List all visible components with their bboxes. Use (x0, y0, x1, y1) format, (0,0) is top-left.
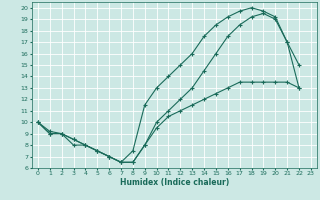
X-axis label: Humidex (Indice chaleur): Humidex (Indice chaleur) (120, 178, 229, 187)
